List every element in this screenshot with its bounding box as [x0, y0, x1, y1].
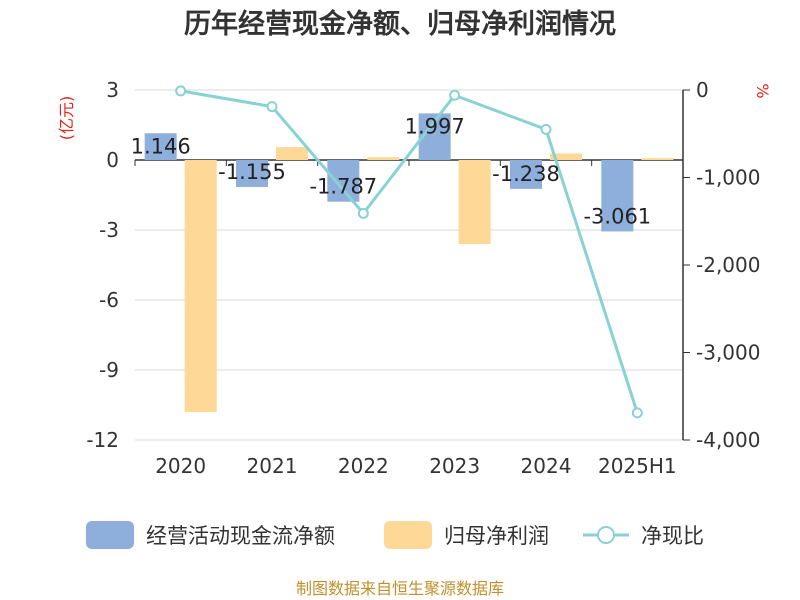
bar-operating-cash-flow: [236, 160, 268, 187]
ratio-point: [266, 101, 278, 113]
right-axis-unit: %: [753, 83, 772, 98]
legend: 经营活动现金流净额 归母净利润 净现比: [86, 521, 704, 549]
ratio-point: [631, 407, 643, 419]
right-tick-label: 0: [696, 78, 709, 102]
category-label: 2022: [338, 454, 389, 478]
data-labels: 1.146 -1.155 -1.787 1.997 -1.238 -3.061: [131, 114, 652, 228]
bar-net-profit: [641, 158, 674, 160]
bar-operating-cash-flow: [327, 160, 360, 202]
left-tick-label: 0: [106, 148, 119, 172]
right-tick-label: -3,000: [696, 341, 760, 365]
bar-net-profit: [367, 157, 400, 160]
bar-net-profit: [550, 153, 582, 160]
category-label: 2023: [429, 454, 480, 478]
category-label: 2021: [247, 454, 298, 478]
bar-net-profit: [458, 160, 491, 244]
gridlines: [135, 89, 683, 441]
category-label: 2024: [521, 454, 572, 478]
legend-marker-ratio: [597, 526, 615, 544]
source-note: 制图数据来自恒生聚源数据库: [296, 579, 504, 598]
bar-operating-cash-flow: [510, 160, 542, 189]
right-tick-label: -1,000: [696, 166, 760, 190]
right-tick-label: -2,000: [696, 253, 760, 277]
bar-operating-cash-flow: [144, 133, 177, 160]
data-label: 1.997: [405, 114, 465, 138]
category-label: 2025H1: [598, 454, 677, 478]
left-tick-label: -3: [99, 218, 119, 242]
bar-operating-cash-flow: [601, 160, 634, 232]
category-label: 2020: [155, 454, 206, 478]
axes: 3 0 -3 -6 -9 -12 0 -1,000 -2,000 -3,000 -4,000 2020…: [86, 78, 760, 478]
ratio-line: [175, 85, 643, 419]
legend-label-net-profit: 归母净利润: [444, 524, 549, 548]
ratio-point: [540, 123, 552, 135]
left-tick-label: -12: [86, 428, 119, 452]
chart-title: 历年经营现金净额、归母净利润情况: [184, 8, 616, 40]
bar-net-profit: [276, 147, 308, 160]
legend-label-cash-flow: 经营活动现金流净额: [146, 524, 335, 548]
legend-swatch-cash-flow: [86, 521, 134, 549]
ratio-point: [357, 207, 369, 219]
left-tick-label: 3: [106, 78, 119, 102]
data-label: -1.238: [492, 162, 560, 186]
data-label: 1.146: [131, 134, 191, 158]
data-label: -3.061: [583, 204, 651, 228]
left-tick-label: -9: [99, 358, 119, 382]
legend-swatch-net-profit: [384, 521, 432, 549]
left-tick-label: -6: [99, 288, 119, 312]
left-axis-unit: (亿元): [57, 96, 76, 141]
bar-net-profit: [184, 160, 217, 412]
ratio-point: [449, 89, 461, 101]
data-label: -1.155: [218, 160, 286, 184]
legend-label-ratio: 净现比: [641, 524, 704, 548]
ratio-line-path: [180, 89, 639, 414]
right-tick-label: -4,000: [696, 428, 760, 452]
ratio-point: [175, 85, 187, 97]
data-label: -1.787: [309, 175, 377, 199]
bars: [144, 113, 674, 412]
